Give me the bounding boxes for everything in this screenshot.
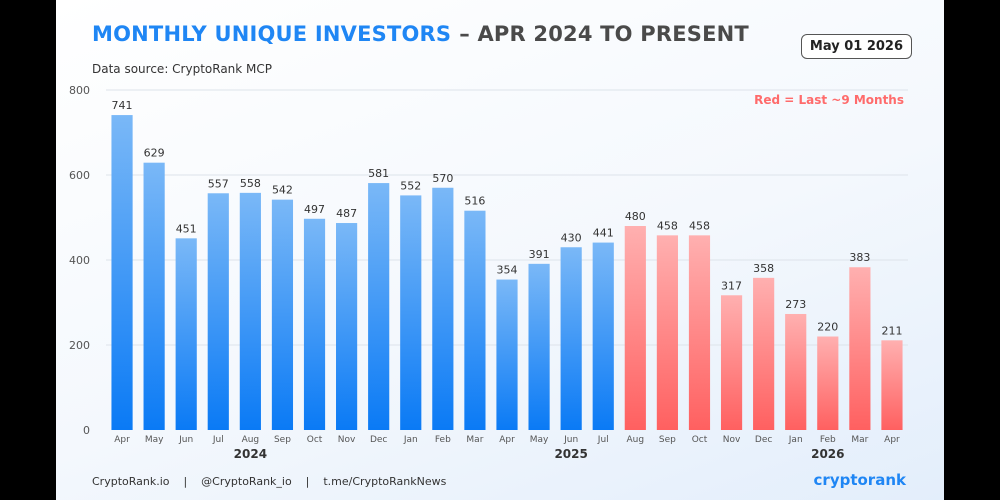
y-tick-label: 0 xyxy=(83,424,90,437)
x-tick-label: Mar xyxy=(851,435,868,445)
x-tick-label: May xyxy=(530,435,549,445)
y-tick-label: 400 xyxy=(69,254,90,267)
bar-value-label: 557 xyxy=(208,177,229,190)
bar xyxy=(464,210,486,430)
bar-value-label: 211 xyxy=(881,324,902,337)
bar-recent xyxy=(753,277,775,430)
bar-value-label: 391 xyxy=(529,248,550,261)
x-tick-label: Oct xyxy=(692,435,708,445)
bar-recent xyxy=(656,235,678,430)
bar-value-label: 441 xyxy=(593,227,614,240)
bar xyxy=(111,115,133,430)
y-axis-ticks: 0 200 400 600 800 xyxy=(69,84,90,437)
bar-value-label: 581 xyxy=(368,167,389,180)
date-badge: May 01 2026 xyxy=(800,34,912,59)
year-label: 2025 xyxy=(554,447,587,461)
chart-card: MONTHLY UNIQUE INVESTORS – APR 2024 TO PR… xyxy=(56,0,944,500)
bar-recent xyxy=(688,235,711,430)
x-tick-label: Aug xyxy=(627,435,645,445)
bar xyxy=(175,238,197,430)
bar xyxy=(303,218,326,430)
chart-title: MONTHLY UNIQUE INVESTORS – APR 2024 TO PR… xyxy=(92,22,749,46)
bar-value-label: 458 xyxy=(657,219,678,232)
bar-recent xyxy=(720,295,743,430)
bar xyxy=(271,199,294,430)
x-tick-label: Sep xyxy=(274,435,291,445)
x-tick-label: Feb xyxy=(435,435,451,445)
year-labels: 2024 2025 2026 xyxy=(234,447,845,461)
x-tick-label: Nov xyxy=(338,435,356,445)
bars xyxy=(111,115,903,431)
bar xyxy=(432,187,454,430)
bar-value-label: 317 xyxy=(721,279,742,292)
bar-value-label: 516 xyxy=(464,195,485,208)
x-tick-label: Nov xyxy=(723,435,741,445)
bar xyxy=(239,192,261,430)
bar xyxy=(496,279,518,430)
bar-value-label: 497 xyxy=(304,203,325,216)
bar-value-label: 570 xyxy=(432,172,453,185)
bar-recent xyxy=(881,340,903,430)
bar-value-label: 354 xyxy=(497,264,518,277)
bar-recent xyxy=(624,226,646,430)
bar xyxy=(207,193,229,430)
x-tick-label: Jan xyxy=(788,435,803,445)
bar xyxy=(528,263,550,430)
bar-value-label: 741 xyxy=(112,99,133,112)
title-range: – APR 2024 TO PRESENT xyxy=(459,22,749,46)
bar-recent xyxy=(785,313,807,430)
bar-chart: 0 200 400 600 800 741 629 451 557 558 542 497 487 58… xyxy=(69,84,908,461)
bar-recent xyxy=(817,336,839,430)
bar-value-label: 451 xyxy=(176,222,197,235)
x-axis-ticks: Apr May Jun Jul Aug Sep Oct Nov Dec Jan Feb Mar Apr M… xyxy=(114,435,900,445)
bar xyxy=(400,195,422,430)
bar-value-label: 552 xyxy=(400,179,421,192)
bar-value-label: 430 xyxy=(561,231,582,244)
x-tick-label: Sep xyxy=(659,435,676,445)
brand-logo: cryptorank xyxy=(813,471,906,489)
bar-value-label: 542 xyxy=(272,184,293,197)
x-tick-label: Apr xyxy=(114,435,130,445)
bar-value-label: 220 xyxy=(817,321,838,334)
x-tick-label: Apr xyxy=(499,435,515,445)
data-source: Data source: CryptoRank MCP xyxy=(92,62,273,76)
bar-value-label: 487 xyxy=(336,207,357,220)
y-tick-label: 200 xyxy=(69,339,90,352)
bar xyxy=(368,183,390,430)
x-tick-label: Jan xyxy=(403,435,418,445)
bar-value-label: 273 xyxy=(785,298,806,311)
bar-value-label: 480 xyxy=(625,210,646,223)
x-tick-label: Jun xyxy=(178,435,193,445)
x-tick-label: Jul xyxy=(212,435,224,445)
legend-note: Red = Last ~9 Months xyxy=(754,93,904,107)
x-tick-label: Feb xyxy=(820,435,836,445)
bar xyxy=(592,242,614,430)
bar-value-labels: 741 629 451 557 558 542 497 487 581 552 570 516 354 3… xyxy=(112,99,903,337)
bar-recent xyxy=(849,267,871,430)
x-tick-label: Jun xyxy=(563,435,578,445)
x-tick-label: May xyxy=(145,435,164,445)
x-tick-label: Apr xyxy=(884,435,900,445)
footer-links: CryptoRank.io | @CryptoRank_io | t.me/Cr… xyxy=(92,475,447,488)
bar xyxy=(143,162,165,431)
x-tick-label: Dec xyxy=(755,435,772,445)
bar-value-label: 383 xyxy=(849,251,870,264)
x-tick-label: Mar xyxy=(466,435,483,445)
bar xyxy=(560,247,582,430)
y-tick-label: 600 xyxy=(69,169,90,182)
x-tick-label: Oct xyxy=(307,435,323,445)
x-tick-label: Jul xyxy=(597,435,609,445)
title-main: MONTHLY UNIQUE INVESTORS xyxy=(92,22,452,46)
bar-value-label: 629 xyxy=(144,147,165,160)
bar-value-label: 358 xyxy=(753,262,774,275)
y-tick-label: 800 xyxy=(69,84,90,97)
year-label: 2024 xyxy=(234,447,267,461)
year-label: 2026 xyxy=(811,447,844,461)
x-tick-label: Aug xyxy=(242,435,260,445)
bar xyxy=(336,223,358,430)
bar-value-label: 458 xyxy=(689,219,710,232)
x-tick-label: Dec xyxy=(370,435,387,445)
bar-value-label: 558 xyxy=(240,177,261,190)
